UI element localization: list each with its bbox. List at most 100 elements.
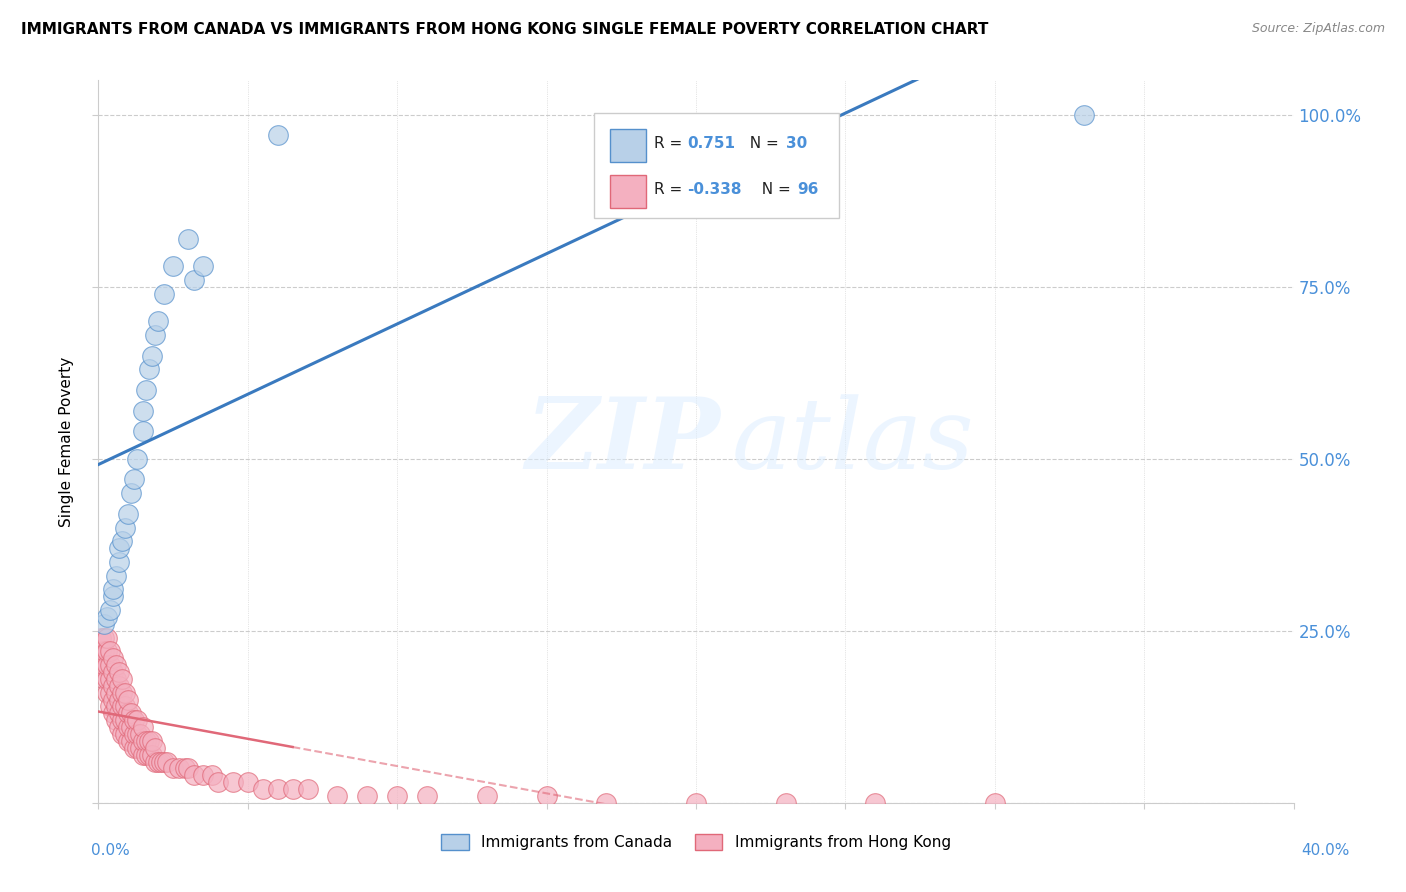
Point xyxy=(98,603,122,617)
Point xyxy=(114,686,136,700)
Point xyxy=(135,734,157,748)
Text: 0.0%: 0.0% xyxy=(91,843,131,858)
Point xyxy=(222,775,245,789)
Point xyxy=(111,686,134,700)
Point xyxy=(108,692,131,706)
Point xyxy=(236,775,259,789)
Point xyxy=(167,761,190,775)
Point xyxy=(96,658,118,673)
Point xyxy=(135,747,157,762)
Point xyxy=(96,631,118,645)
Point xyxy=(103,582,125,597)
Text: 96: 96 xyxy=(797,182,818,197)
Point xyxy=(105,699,128,714)
Point xyxy=(281,782,304,797)
Point xyxy=(98,644,122,658)
Point xyxy=(595,796,617,810)
Point xyxy=(111,672,134,686)
Point xyxy=(103,651,125,665)
Point xyxy=(141,349,163,363)
Point xyxy=(191,768,214,782)
Point xyxy=(103,665,125,679)
Point xyxy=(105,568,128,582)
Point xyxy=(536,789,558,803)
Point xyxy=(132,734,155,748)
Point xyxy=(148,755,170,769)
Point xyxy=(127,740,149,755)
Point xyxy=(108,665,131,679)
Point xyxy=(93,672,115,686)
Point xyxy=(138,734,160,748)
Point xyxy=(90,631,112,645)
Point xyxy=(326,789,349,803)
Point xyxy=(90,644,112,658)
Point xyxy=(98,658,122,673)
Point xyxy=(984,796,1007,810)
Point xyxy=(143,327,166,342)
Point xyxy=(103,590,125,604)
Point xyxy=(475,789,498,803)
Point xyxy=(138,747,160,762)
Point xyxy=(207,775,229,789)
Point xyxy=(98,672,122,686)
Point xyxy=(120,486,142,500)
Point xyxy=(1073,108,1095,122)
Point xyxy=(685,796,707,810)
Point xyxy=(111,699,134,714)
Point xyxy=(267,782,290,797)
Point xyxy=(143,755,166,769)
Point xyxy=(96,686,118,700)
Point xyxy=(105,686,128,700)
Point xyxy=(117,706,139,721)
Point xyxy=(114,699,136,714)
Point xyxy=(98,699,122,714)
Text: IMMIGRANTS FROM CANADA VS IMMIGRANTS FROM HONG KONG SINGLE FEMALE POVERTY CORREL: IMMIGRANTS FROM CANADA VS IMMIGRANTS FRO… xyxy=(21,22,988,37)
Point xyxy=(183,273,205,287)
Point xyxy=(114,520,136,534)
Point xyxy=(108,720,131,734)
Point xyxy=(120,720,142,734)
Point xyxy=(111,713,134,727)
Point xyxy=(129,727,152,741)
Point xyxy=(416,789,439,803)
Point xyxy=(132,403,155,417)
Point xyxy=(96,672,118,686)
Point xyxy=(162,259,184,273)
Text: N =: N = xyxy=(752,182,796,197)
Point xyxy=(111,727,134,741)
Point xyxy=(98,686,122,700)
Point xyxy=(775,796,797,810)
Text: N =: N = xyxy=(740,136,783,152)
Point xyxy=(156,755,179,769)
Point xyxy=(117,720,139,734)
FancyBboxPatch shape xyxy=(610,175,645,208)
Text: R =: R = xyxy=(654,182,688,197)
Point xyxy=(297,782,319,797)
Text: -0.338: -0.338 xyxy=(688,182,742,197)
Point xyxy=(132,720,155,734)
Point xyxy=(124,472,146,486)
Point xyxy=(141,747,163,762)
Point xyxy=(114,713,136,727)
Point xyxy=(177,231,200,245)
Point xyxy=(191,259,214,273)
Point xyxy=(108,541,131,556)
Point xyxy=(103,692,125,706)
Point xyxy=(108,555,131,569)
Point xyxy=(127,713,149,727)
Text: R =: R = xyxy=(654,136,688,152)
Point xyxy=(103,679,125,693)
Point xyxy=(96,644,118,658)
Point xyxy=(252,782,274,797)
FancyBboxPatch shape xyxy=(595,112,839,218)
Point xyxy=(162,761,184,775)
Point xyxy=(108,706,131,721)
Text: 40.0%: 40.0% xyxy=(1302,843,1350,858)
Point xyxy=(138,362,160,376)
Text: Source: ZipAtlas.com: Source: ZipAtlas.com xyxy=(1251,22,1385,36)
Point xyxy=(93,616,115,631)
Point xyxy=(111,534,134,549)
Point xyxy=(117,734,139,748)
Point xyxy=(385,789,409,803)
Point xyxy=(129,740,152,755)
